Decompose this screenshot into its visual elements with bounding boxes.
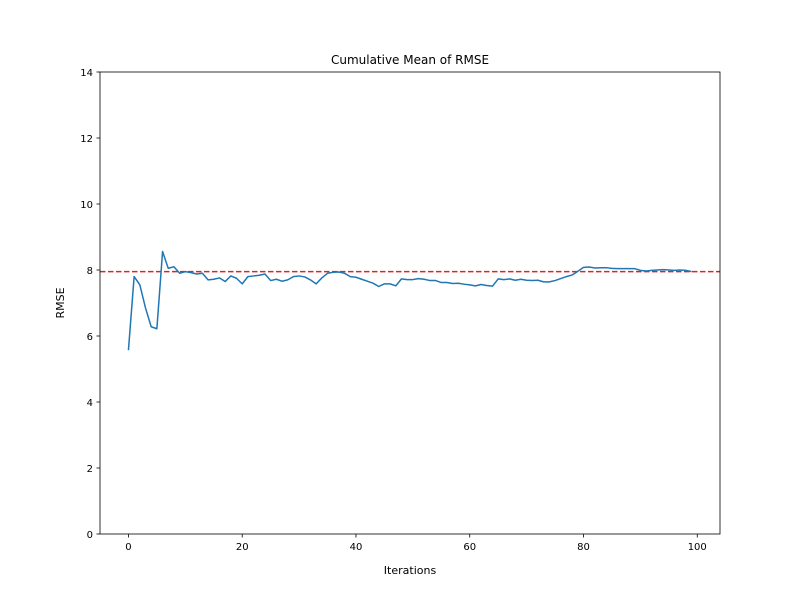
x-tick-label: 100 [688,542,707,553]
y-axis: 0 2 4 6 8 10 12 14 [80,68,100,541]
x-tick-label: 40 [350,542,363,553]
plot-frame [99,71,721,535]
x-axis-label: Iterations [384,564,437,577]
y-tick-label: 6 [87,332,93,343]
y-tick-label: 2 [87,464,93,475]
y-tick-label: 14 [80,68,93,79]
x-tick-label: 80 [577,542,590,553]
y-tick-label: 0 [87,530,93,541]
y-axis-label: RMSE [54,287,67,318]
x-tick-label: 0 [125,542,131,553]
series-line-0 [127,250,692,351]
y-tick-label: 10 [80,200,93,211]
chart-title: Cumulative Mean of RMSE [331,53,489,67]
plot-area [99,71,721,535]
y-tick-label: 4 [87,398,93,409]
x-tick-label: 60 [463,542,476,553]
x-axis: 0 20 40 60 80 100 [125,534,707,553]
y-tick-label: 8 [87,266,93,277]
x-tick-label: 20 [236,542,249,553]
y-tick-label: 12 [80,134,93,145]
